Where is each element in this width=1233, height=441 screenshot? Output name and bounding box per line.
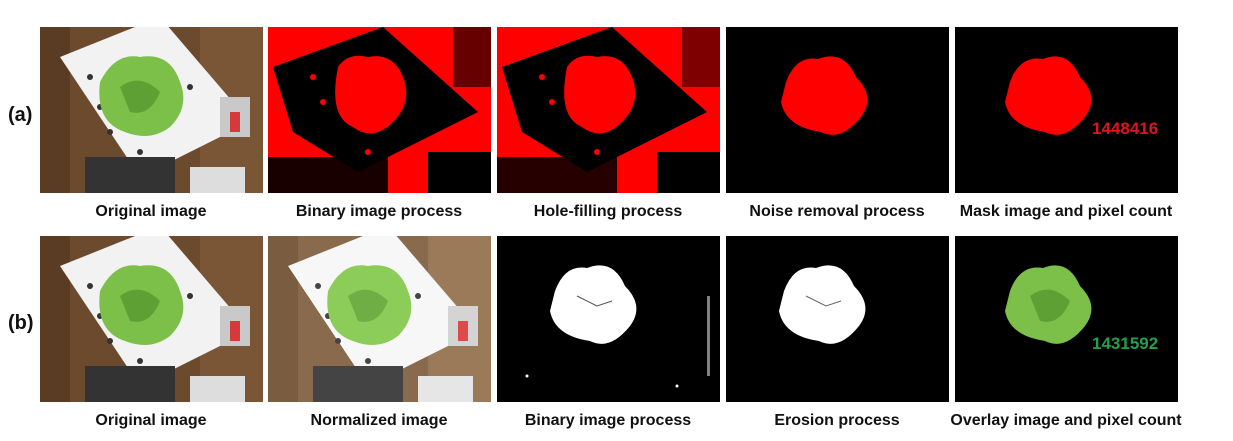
caption-b-binary-image: Binary image process	[524, 412, 692, 429]
caption-b-original-image: Original image	[95, 412, 207, 429]
caption-a-hole-filling: Hole-filling process	[533, 203, 683, 220]
overlay-pixel-count: 1431592	[1092, 334, 1159, 353]
caption-a-original-image: Original image	[95, 203, 207, 220]
caption-a-noise-removal: Noise removal process	[749, 203, 925, 220]
caption-a-mask-pixel-count: Mask image and pixel count	[959, 203, 1173, 220]
caption-b-erosion: Erosion process	[774, 412, 900, 429]
caption-a-binary-image: Binary image process	[295, 203, 463, 220]
binary-image-bw-panel	[497, 236, 720, 402]
mask-image-panel: 1448416	[955, 27, 1178, 193]
row-label-b: (b)	[8, 312, 34, 334]
caption-b-normalized-image: Normalized image	[310, 412, 448, 429]
original-image-photo-b	[40, 236, 263, 402]
caption-b-overlay-pixel-count: Overlay image and pixel count	[950, 412, 1182, 429]
erosion-panel	[726, 236, 949, 402]
hole-filling-panel	[497, 27, 720, 193]
noise-removal-panel	[726, 27, 949, 193]
original-image-photo	[40, 27, 263, 193]
normalized-image-photo	[268, 236, 491, 402]
row-label-a: (a)	[8, 104, 33, 126]
mask-pixel-count: 1448416	[1092, 119, 1159, 138]
overlay-image-panel: 1431592	[955, 236, 1178, 402]
binary-image-panel	[268, 27, 491, 193]
